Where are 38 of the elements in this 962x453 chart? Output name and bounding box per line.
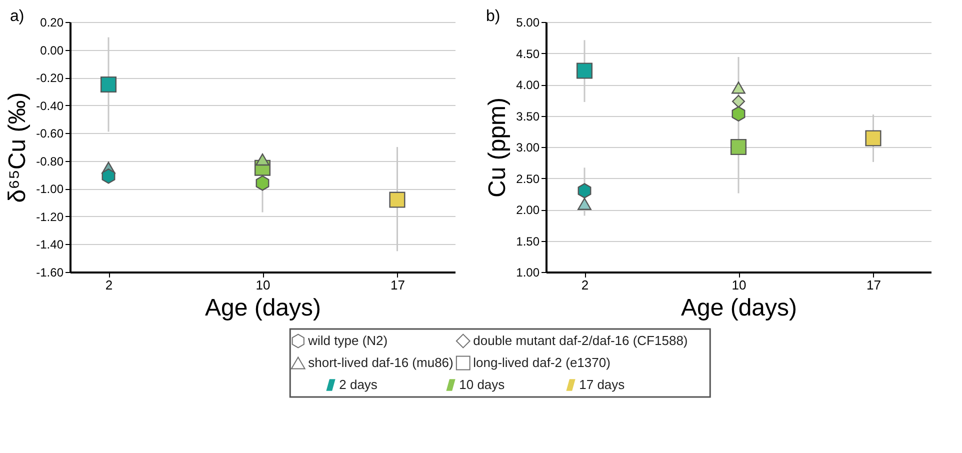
- y-tick-label: 2.50: [516, 172, 540, 186]
- x-axis-title: Age (days): [680, 294, 798, 322]
- chart-title: a): [10, 8, 24, 25]
- y-tick-label: -0.40: [36, 98, 64, 113]
- x-axis-title: Age (days): [204, 294, 322, 322]
- y-tick-label: 0.20: [40, 16, 64, 30]
- chart-title: b): [486, 8, 500, 25]
- text: long-lived daf-2 (e1370): [473, 355, 610, 370]
- text: short-lived daf-16 (mu86): [308, 355, 454, 370]
- y-axis-title: δ⁶⁵Cu (‰): [4, 92, 32, 203]
- y-tick-label: 3.00: [516, 140, 540, 154]
- y-tick-label: 5.00: [516, 16, 540, 30]
- y-tick-label: -0.80: [36, 154, 64, 168]
- y-tick-label: -0.20: [36, 71, 64, 86]
- y-tick-label: -1.40: [36, 238, 64, 252]
- y-tick-label: 0.00: [40, 43, 64, 58]
- x-tick-label: 2: [581, 278, 589, 292]
- y-tick-label: 4.50: [516, 46, 540, 61]
- text: double mutant daf-2/daf-16 (CF1588): [473, 333, 688, 348]
- y-tick-label: -1.60: [36, 266, 64, 280]
- y-tick-label: 1.50: [516, 234, 540, 248]
- y-tick-label: 4.00: [516, 78, 540, 92]
- text: wild type (N2): [307, 333, 388, 348]
- y-tick-label: -1.20: [36, 210, 64, 224]
- y-tick-label: 2.00: [516, 203, 540, 217]
- x-tick-label: 2: [105, 278, 113, 292]
- x-tick-label: 17: [866, 278, 881, 292]
- y-axis-title: Cu (ppm): [484, 97, 512, 198]
- y-tick-label: -0.60: [36, 126, 64, 141]
- x-tick-label: 10: [732, 278, 746, 292]
- text: 10 days: [459, 377, 506, 392]
- x-tick-label: 10: [256, 278, 270, 292]
- y-tick-label: -1.00: [36, 182, 64, 196]
- text: 2 days: [339, 377, 378, 392]
- text: 17 days: [579, 377, 626, 392]
- y-tick-label: 1.00: [516, 266, 540, 280]
- y-tick-label: 3.50: [516, 109, 540, 124]
- x-tick-label: 17: [390, 278, 405, 292]
